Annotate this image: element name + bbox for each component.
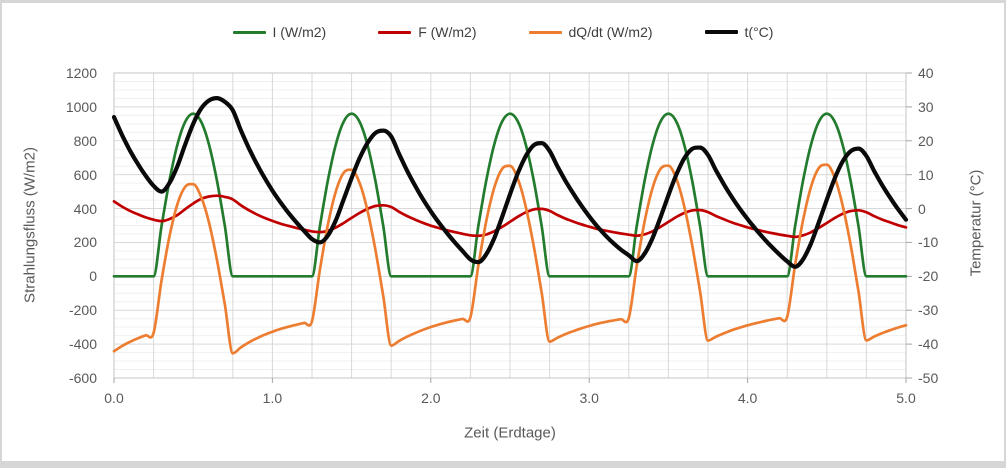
chart-canvas[interactable]: I (W/m2) F (W/m2) dQ/dt (W/m2) t(°C) Str… (2, 3, 1004, 461)
legend-item-f: F (W/m2) (378, 24, 477, 40)
y-left-tick-label: -600 (68, 370, 97, 386)
y-left-tick-label: 600 (73, 166, 97, 183)
x-tick-label: 4.0 (737, 390, 758, 406)
y-right-tick-label: 10 (918, 166, 934, 183)
y-right-tick-label: -30 (918, 302, 939, 319)
legend-label: dQ/dt (W/m2) (568, 24, 653, 40)
x-tick-label: 5.0 (896, 390, 916, 406)
legend-line-marker-dqdt (528, 30, 562, 34)
x-tick-label: 1.0 (262, 390, 283, 406)
y-left-tick-label: 400 (73, 200, 97, 217)
plot-area (111, 72, 912, 383)
legend-item-dqdt: dQ/dt (W/m2) (528, 24, 653, 40)
legend-label: I (W/m2) (272, 24, 327, 40)
x-tick-label: 3.0 (579, 390, 599, 406)
series-line-dqdt (112, 163, 908, 355)
series-line-tc (111, 96, 909, 269)
legend-label: t(°C) (744, 24, 774, 40)
legend-label: F (W/m2) (418, 24, 477, 40)
y-right-tick-label: 0 (918, 200, 926, 217)
legend-line-marker-f (378, 30, 412, 34)
y-right-tick-label: -50 (918, 370, 939, 386)
y-left-tick-label: 800 (73, 132, 97, 149)
y-right-tick-label: -10 (918, 234, 939, 251)
legend-line-marker-i (232, 30, 266, 34)
series-line-f (112, 194, 908, 239)
x-tick-label: 2.0 (421, 390, 441, 406)
y-left-tick-label: -400 (68, 336, 97, 353)
y-left-tick-label: 0 (89, 268, 97, 285)
y-right-tick-label: -20 (918, 268, 939, 285)
y-right-tick-label: 30 (918, 98, 934, 115)
legend-item-t: t(°C) (704, 24, 774, 40)
y-left-tick-label: 1000 (65, 98, 97, 115)
y-right-axis-title: Temperatur (°C) (967, 169, 985, 277)
y-right-tick-label: 40 (918, 65, 934, 81)
legend: I (W/m2) F (W/m2) dQ/dt (W/m2) t(°C) (2, 24, 1004, 40)
y-left-tick-label: 1200 (65, 65, 97, 81)
y-left-tick-label: -200 (68, 302, 97, 319)
x-axis-title: Zeit (Erdtage) (464, 424, 556, 442)
series-line-i (112, 112, 908, 278)
y-right-tick-label: -40 (918, 336, 939, 353)
y-left-tick-label: 200 (73, 234, 97, 251)
x-tick-label: 0.0 (104, 390, 124, 406)
y-right-tick-label: 20 (918, 132, 934, 149)
legend-item-i: I (W/m2) (232, 24, 327, 40)
legend-line-marker-t (704, 29, 738, 35)
